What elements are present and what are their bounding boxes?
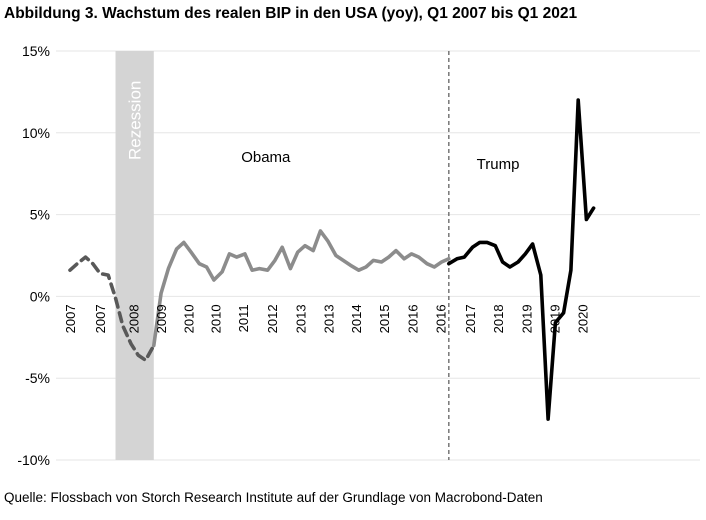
- annotation-layer: Obama Trump: [241, 149, 519, 173]
- x-tick-label: 2016: [405, 304, 420, 333]
- x-tick-label: 2011: [236, 304, 251, 332]
- y-tick-label: 15%: [22, 43, 50, 59]
- series-layer: [68, 98, 596, 421]
- x-tick-label: 2017: [463, 304, 478, 333]
- chart-title: Abbildung 3. Wachstum des realen BIP in …: [4, 5, 578, 22]
- annotation-obama: Obama: [241, 149, 291, 166]
- y-tick-label: -5%: [25, 370, 50, 386]
- x-tick-label: 2016: [434, 304, 449, 333]
- x-tick-label: 2010: [181, 304, 196, 333]
- x-tick-label: 2009: [154, 304, 169, 333]
- x-tick-label: 2014: [349, 304, 364, 333]
- x-tick-label: 2010: [209, 304, 224, 333]
- x-tick-label: 2013: [293, 304, 308, 333]
- x-tick-label: 2012: [265, 304, 280, 333]
- x-tick-label: 2008: [127, 304, 142, 333]
- x-tick-label: 2007: [93, 304, 108, 333]
- x-tick-label: 2019: [548, 304, 563, 333]
- x-tick-label: 2020: [576, 304, 591, 333]
- recession-label: Rezession: [126, 81, 145, 160]
- recession-layer: Rezession: [115, 51, 154, 460]
- y-tick-label: 5%: [30, 207, 50, 223]
- x-tick-label: 2007: [63, 304, 78, 333]
- annotation-trump: Trump: [477, 156, 520, 173]
- recession-band: [115, 51, 154, 460]
- x-tick-label: 2018: [491, 304, 506, 333]
- y-tick-label: -10%: [17, 452, 50, 468]
- y-tick-label: 0%: [30, 288, 50, 304]
- x-tick-label: 2019: [519, 304, 534, 333]
- y-tick-label: 10%: [22, 125, 50, 141]
- source-note: Quelle: Flossbach von Storch Research In…: [4, 490, 543, 505]
- series-line-obama: [152, 229, 451, 348]
- series-line-trump: [446, 98, 596, 421]
- series-line-bush: [68, 255, 156, 363]
- y-tick-layer: -10% -5% 0% 5% 10% 15%: [17, 43, 50, 468]
- x-tick-label: 2015: [377, 304, 392, 333]
- x-tick-label: 2013: [322, 304, 337, 333]
- grid-layer: [56, 50, 700, 461]
- x-tick-layer: 2007 2007 2008 2009 2010 2010 2011 2012 2013 2013…: [63, 304, 591, 333]
